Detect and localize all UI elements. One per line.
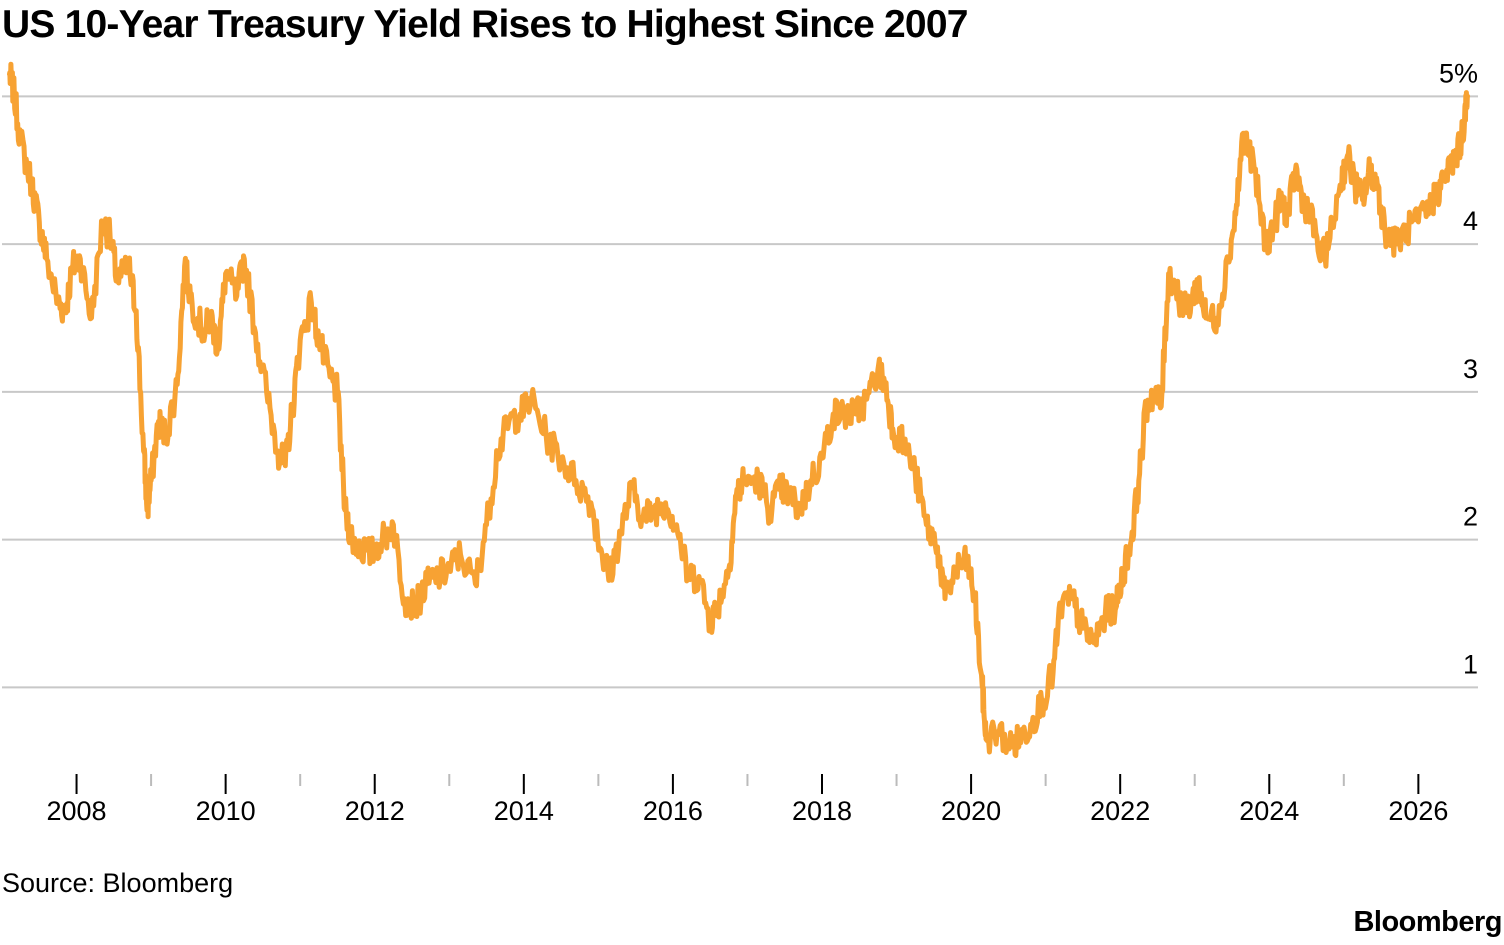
x-tick-label-2018: 2018: [792, 796, 852, 826]
bloomberg-logo: Bloomberg: [1353, 906, 1502, 938]
y-tick-label-5: 5%: [1439, 58, 1478, 88]
y-tick-label-3: 3: [1463, 354, 1478, 384]
series-layer: [7, 61, 1471, 759]
x-tick-label-2022: 2022: [1090, 796, 1150, 826]
x-tick-label-2012: 2012: [345, 796, 405, 826]
y-axis-tick-labels: 1 2 3 4 5%: [1439, 58, 1478, 679]
x-tick-label-2010: 2010: [196, 796, 256, 826]
y-tick-label-4: 4: [1463, 206, 1478, 236]
x-axis-tick-labels: 2008 2010 2012 2014 2016 2018 2020 2022 2024 2026: [47, 796, 1449, 826]
x-tick-label-2024: 2024: [1239, 796, 1299, 826]
x-tick-label-2016: 2016: [643, 796, 703, 826]
y-tick-label-2: 2: [1463, 502, 1478, 532]
y-tick-label-1: 1: [1463, 649, 1478, 679]
source-note: Source: Bloomberg: [2, 868, 234, 898]
grid-lines: [2, 95, 1478, 689]
x-axis-tick-marks: [75, 774, 1420, 794]
x-tick-label-2014: 2014: [494, 796, 554, 826]
x-tick-label-2008: 2008: [47, 796, 107, 826]
x-tick-label-2020: 2020: [941, 796, 1001, 826]
x-tick-label-2026: 2026: [1388, 796, 1448, 826]
chart-title: US 10-Year Treasury Yield Rises to Highe…: [2, 3, 968, 46]
series-line-0: [7, 61, 1471, 759]
